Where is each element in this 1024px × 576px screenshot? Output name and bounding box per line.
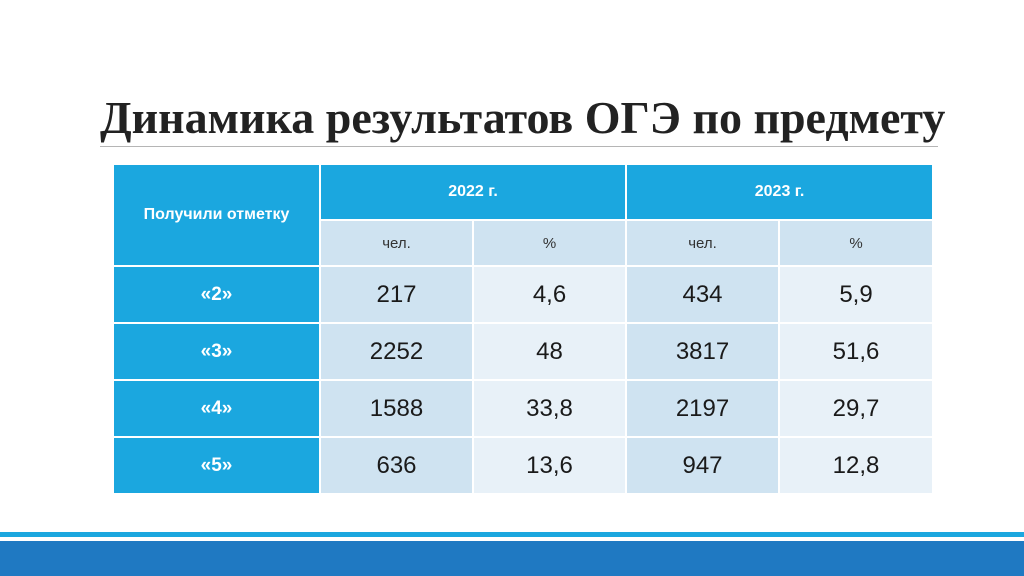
year-header-2023: 2023 г. [625,163,935,221]
table-cell: 636 [319,436,474,495]
subheader-count-2023: чел. [625,219,781,267]
table-cell: 4,6 [471,265,628,324]
table-cell: 217 [319,265,474,324]
year-header-2022: 2022 г. [318,163,628,221]
table-cell: 33,8 [471,379,628,438]
slide-title: Динамика результатов ОГЭ по предмету [100,92,946,143]
footer-accent-line [0,532,1024,537]
grade-label: «2» [112,265,321,324]
corner-header: Получили отметку [112,163,321,267]
table-row: «2» 217 4,6 434 5,9 [112,265,935,324]
table-cell: 3817 [625,322,781,381]
subheader-count-2022: чел. [319,219,474,267]
grade-label: «5» [112,436,321,495]
subheader-percent-2023: % [778,219,935,267]
footer-band [0,541,1024,576]
table-cell: 947 [625,436,781,495]
table-cell: 434 [625,265,781,324]
results-table: Получили отметку 2022 г. 2023 г. чел. % … [112,163,935,495]
table-cell: 51,6 [778,322,935,381]
table-cell: 1588 [319,379,474,438]
table-cell: 12,8 [778,436,935,495]
table-row: «3» 2252 48 3817 51,6 [112,322,935,381]
subheader-percent-2022: % [471,219,628,267]
table-cell: 48 [471,322,628,381]
table-row: «5» 636 13,6 947 12,8 [112,436,935,495]
table-row: «4» 1588 33,8 2197 29,7 [112,379,935,438]
table-cell: 2252 [319,322,474,381]
table-cell: 2197 [625,379,781,438]
table-cell: 13,6 [471,436,628,495]
title-divider [100,146,938,147]
table-cell: 29,7 [778,379,935,438]
grade-label: «3» [112,322,321,381]
grade-label: «4» [112,379,321,438]
table-cell: 5,9 [778,265,935,324]
